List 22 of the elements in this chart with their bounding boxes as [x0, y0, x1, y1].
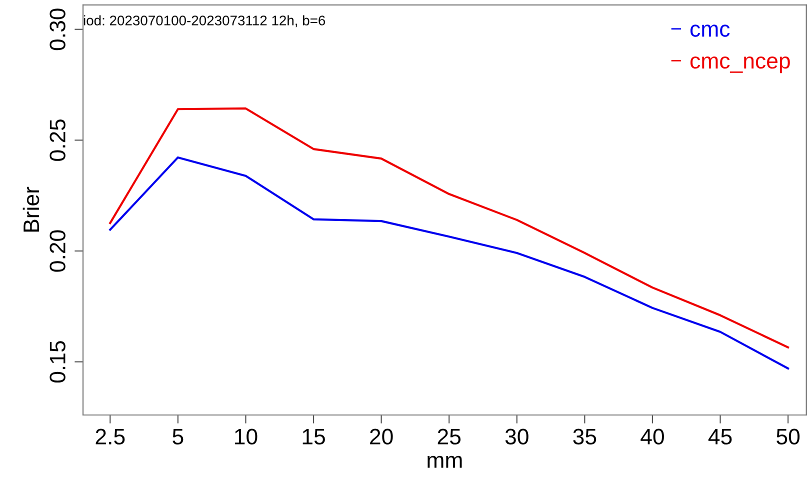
y-tick-label: 0.15: [50, 341, 66, 383]
x-tick-label: 10: [235, 428, 258, 445]
x-tick-label: 15: [302, 429, 325, 445]
y-tick-label: 0.20: [50, 230, 66, 272]
y-tick-label: 0.30: [50, 8, 66, 50]
x-tick-label: 5: [172, 429, 184, 445]
x-tick-label: 50: [776, 428, 800, 445]
line-series: [109, 156, 790, 370]
x-tick-label: 30: [505, 428, 528, 445]
text: iod: 2023070100-2023073112 12h, b=6: [84, 15, 326, 28]
x-tick-label: 20: [370, 428, 393, 445]
legend-label: cmc: [690, 24, 730, 37]
line-series: [109, 107, 790, 348]
x-tick-label: 2.5: [96, 428, 125, 445]
x-tick-label: 45: [708, 429, 732, 445]
x-tick-label: 40: [640, 428, 664, 445]
x-axis-title: mm: [428, 456, 462, 468]
y-axis-title: Brier: [22, 186, 40, 232]
y-tick-label: 0.25: [50, 119, 66, 161]
x-tick-label: 35: [573, 428, 596, 445]
legend-label: cmc_ncep: [690, 56, 790, 74]
x-tick-label: 25: [438, 428, 461, 445]
